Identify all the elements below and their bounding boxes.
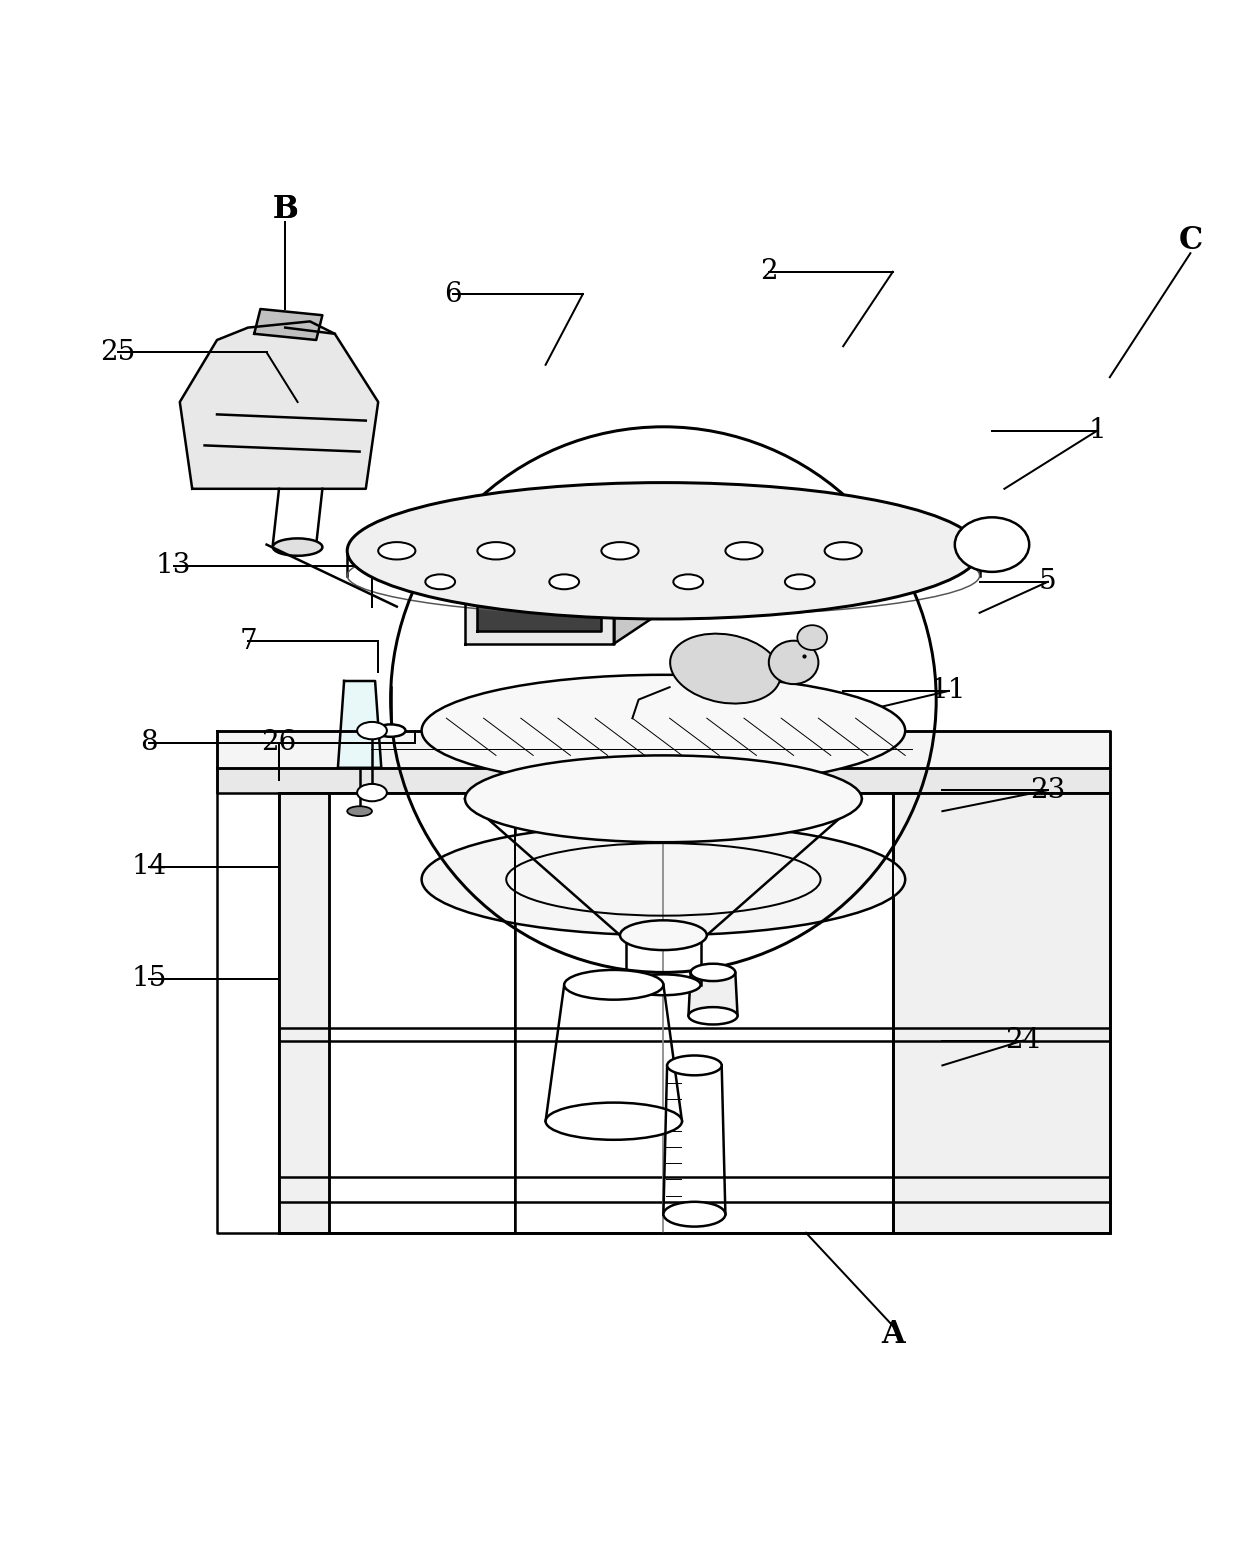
- Ellipse shape: [347, 807, 372, 816]
- Polygon shape: [254, 310, 322, 341]
- Polygon shape: [465, 557, 614, 644]
- Text: 24: 24: [1006, 1028, 1040, 1054]
- Text: 13: 13: [156, 553, 191, 579]
- Ellipse shape: [626, 974, 701, 995]
- Ellipse shape: [564, 971, 663, 1000]
- Ellipse shape: [546, 1102, 682, 1139]
- Ellipse shape: [477, 542, 515, 559]
- Ellipse shape: [378, 542, 415, 559]
- Text: B: B: [273, 195, 298, 226]
- Ellipse shape: [422, 675, 905, 786]
- Polygon shape: [279, 793, 329, 1232]
- Ellipse shape: [273, 539, 322, 556]
- Polygon shape: [614, 533, 651, 644]
- Text: C: C: [1178, 226, 1203, 257]
- Ellipse shape: [357, 783, 387, 802]
- Ellipse shape: [673, 574, 703, 590]
- Ellipse shape: [549, 574, 579, 590]
- Ellipse shape: [691, 964, 735, 981]
- Ellipse shape: [425, 574, 455, 590]
- Text: 14: 14: [131, 853, 166, 881]
- Text: 1: 1: [1089, 416, 1106, 444]
- Ellipse shape: [357, 721, 387, 740]
- Text: 15: 15: [131, 964, 166, 992]
- Polygon shape: [465, 533, 651, 557]
- Text: 7: 7: [239, 628, 257, 655]
- Polygon shape: [893, 793, 1110, 1232]
- Text: 11: 11: [931, 678, 966, 704]
- Polygon shape: [180, 322, 378, 489]
- Ellipse shape: [347, 483, 980, 619]
- Ellipse shape: [725, 542, 763, 559]
- Polygon shape: [217, 768, 1110, 793]
- Ellipse shape: [825, 542, 862, 559]
- Ellipse shape: [601, 542, 639, 559]
- Ellipse shape: [670, 633, 781, 703]
- Text: 8: 8: [140, 729, 157, 757]
- Ellipse shape: [620, 921, 707, 950]
- Ellipse shape: [955, 517, 1029, 571]
- Text: A: A: [880, 1319, 905, 1350]
- Ellipse shape: [785, 574, 815, 590]
- Ellipse shape: [797, 625, 827, 650]
- Polygon shape: [337, 681, 382, 768]
- Polygon shape: [217, 731, 1110, 768]
- Ellipse shape: [422, 824, 905, 935]
- Polygon shape: [688, 972, 738, 1015]
- Ellipse shape: [688, 1008, 738, 1025]
- Text: 2: 2: [760, 259, 777, 285]
- Text: B: B: [273, 195, 298, 226]
- Text: 25: 25: [100, 339, 135, 365]
- Ellipse shape: [663, 1201, 725, 1226]
- Text: 5: 5: [1039, 568, 1056, 596]
- Ellipse shape: [376, 724, 405, 737]
- Text: 23: 23: [1030, 777, 1065, 803]
- Ellipse shape: [769, 641, 818, 684]
- Ellipse shape: [465, 755, 862, 842]
- Text: 6: 6: [444, 280, 461, 308]
- Text: 26: 26: [262, 729, 296, 757]
- Polygon shape: [477, 601, 601, 632]
- Ellipse shape: [667, 1056, 722, 1076]
